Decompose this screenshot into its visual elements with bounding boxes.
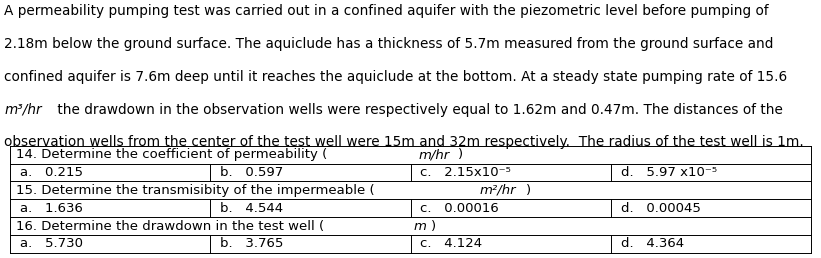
Text: 14. Determine the coefficient of permeability (: 14. Determine the coefficient of permeab…: [16, 148, 328, 161]
Text: m: m: [414, 220, 427, 232]
Text: A permeability pumping test was carried out in a confined aquifer with the piezo: A permeability pumping test was carried …: [4, 4, 768, 18]
Text: c.   2.15x10⁻⁵: c. 2.15x10⁻⁵: [420, 166, 511, 179]
Text: d.   0.00045: d. 0.00045: [621, 202, 700, 215]
Text: d.   5.97 x10⁻⁵: d. 5.97 x10⁻⁵: [621, 166, 717, 179]
Text: ): ): [430, 220, 436, 232]
Text: m²/hr: m²/hr: [479, 184, 516, 197]
Text: 16. Determine the drawdown in the test well (: 16. Determine the drawdown in the test w…: [16, 220, 324, 232]
Text: b.   4.544: b. 4.544: [220, 202, 283, 215]
Text: confined aquifer is 7.6m deep until it reaches the aquiclude at the bottom. At a: confined aquifer is 7.6m deep until it r…: [4, 70, 787, 84]
Text: observation wells from the center of the test well were 15m and 32m respectively: observation wells from the center of the…: [4, 135, 804, 149]
Text: 2.18m below the ground surface. The aquiclude has a thickness of 5.7m measured f: 2.18m below the ground surface. The aqui…: [4, 37, 773, 51]
Text: a.   1.636: a. 1.636: [20, 202, 83, 215]
Text: d.   4.364: d. 4.364: [621, 237, 684, 251]
Text: the drawdown in the observation wells were respectively equal to 1.62m and 0.47m: the drawdown in the observation wells we…: [53, 102, 782, 117]
Text: b.   3.765: b. 3.765: [220, 237, 283, 251]
Text: a.   0.215: a. 0.215: [20, 166, 83, 179]
Text: c.   4.124: c. 4.124: [420, 237, 483, 251]
Text: m/hr: m/hr: [418, 148, 449, 161]
Text: 15. Determine the transmisibity of the impermeable (: 15. Determine the transmisibity of the i…: [16, 184, 375, 197]
Text: ): ): [458, 148, 464, 161]
Text: a.   5.730: a. 5.730: [20, 237, 83, 251]
Text: ): ): [526, 184, 531, 197]
Text: b.   0.597: b. 0.597: [220, 166, 283, 179]
Text: c.   0.00016: c. 0.00016: [420, 202, 499, 215]
Text: m³/hr: m³/hr: [4, 102, 42, 117]
